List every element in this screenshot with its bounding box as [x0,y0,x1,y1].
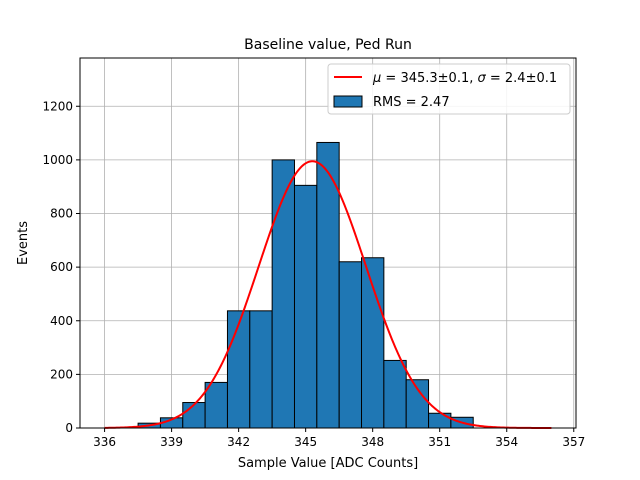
legend-label-part: RMS = 2.47 [373,95,450,110]
histogram-bar [428,412,452,429]
histogram-bar [293,184,318,429]
gaussian-fit [104,160,552,429]
y-tick-label: 800 [50,207,73,221]
legend-label: RMS = 2.47 [373,95,450,110]
y-axis-label: Events [16,221,31,265]
legend-patch-swatch [333,95,363,108]
x-tick-label: 339 [160,435,183,449]
x-tick-label: 342 [227,435,250,449]
y-tick-label: 200 [50,367,73,381]
histogram-bar [204,381,228,429]
legend-label: μ = 345.3±0.1, σ = 2.4±0.1 [372,71,557,86]
x-tick-label: 348 [361,435,384,449]
x-tick-label: 351 [428,435,451,449]
chart-title: Baseline value, Ped Run [244,37,412,53]
histogram-bar [383,359,407,429]
x-tick-label: 336 [93,435,116,449]
fit-curve [104,160,552,429]
y-axis-ticks: 0 200 400 600 800 1000 1200 [42,99,80,435]
legend-label-part: = 345.3±0.1, [381,71,477,86]
x-tick-label: 345 [294,435,317,449]
plot-frame [79,57,577,429]
histogram-bar [226,310,251,429]
y-tick-label: 1000 [42,153,73,167]
histogram-bar [249,310,273,429]
x-axis-label: Sample Value [ADC Counts] [238,456,418,471]
histogram-bar [405,379,430,429]
legend-frame [327,63,571,115]
y-tick-label: 0 [65,421,73,435]
legend-label-part: μ [372,71,381,86]
histogram-bar [182,402,206,429]
x-axis-ticks: 336 339 342 345 348 351 354 357 [93,428,585,449]
legend-label-part: = 2.4±0.1 [486,71,557,86]
legend: μ = 345.3±0.1, σ = 2.4±0.1 RMS = 2.47 [327,63,571,115]
y-tick-label: 600 [50,260,73,274]
legend-label-part: σ [478,71,487,86]
histogram-bar [338,261,363,429]
y-tick-label: 1200 [42,99,73,113]
x-tick-label: 357 [562,435,585,449]
histogram-bars [137,141,474,429]
x-tick-label: 354 [495,435,518,449]
y-tick-label: 400 [50,314,73,328]
